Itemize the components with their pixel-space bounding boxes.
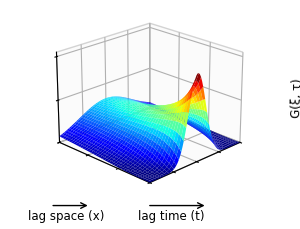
Text: lag space (x): lag space (x) xyxy=(28,210,105,223)
Text: lag time (t): lag time (t) xyxy=(138,210,204,223)
